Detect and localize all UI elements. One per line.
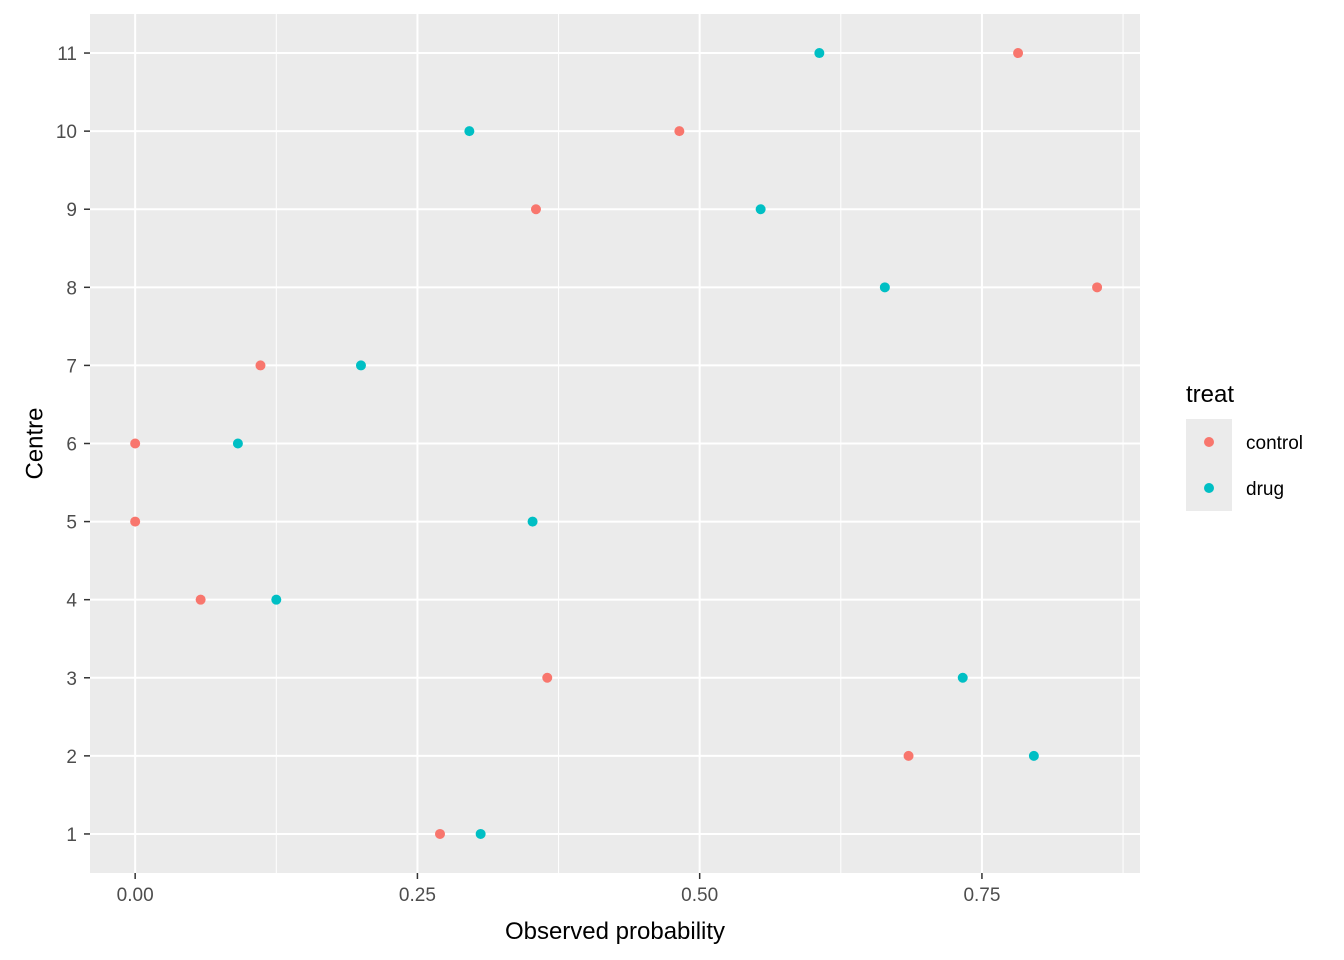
y-axis-title: Centre — [21, 407, 48, 479]
data-point-control — [1013, 48, 1024, 59]
legend-label-control: control — [1246, 433, 1303, 454]
data-point-control — [674, 126, 685, 137]
data-point-control — [542, 672, 553, 683]
data-point-drug — [755, 204, 766, 215]
y-tick-label: 10 — [56, 122, 77, 143]
data-point-drug — [814, 48, 825, 59]
data-point-control — [435, 828, 445, 839]
data-points — [130, 48, 1103, 839]
major-gridlines — [90, 14, 1140, 873]
data-point-drug — [232, 438, 243, 449]
y-tick-label: 5 — [66, 513, 77, 534]
data-point-drug — [1028, 750, 1039, 761]
y-tick-label: 2 — [66, 747, 77, 768]
data-point-drug — [527, 516, 538, 527]
x-axis: 0.00 0.25 0.50 0.75 — [117, 873, 1000, 906]
data-point-control — [130, 438, 141, 449]
x-axis-title: Observed probability — [505, 918, 725, 945]
legend-title: treat — [1186, 381, 1234, 408]
legend: treat control drug — [1186, 381, 1303, 511]
x-tick-label: 0.00 — [117, 885, 154, 906]
data-point-control — [1092, 282, 1103, 293]
data-point-drug — [957, 672, 968, 683]
y-tick-label: 7 — [66, 356, 77, 377]
legend-label-drug: drug — [1246, 479, 1284, 500]
data-point-control — [530, 204, 541, 215]
data-point-control — [130, 516, 141, 527]
data-point-drug — [464, 126, 475, 137]
y-tick-label: 9 — [66, 200, 77, 221]
data-point-drug — [475, 828, 486, 839]
data-point-control — [255, 360, 266, 371]
data-point-drug — [355, 360, 366, 371]
y-axis: 1 2 3 4 5 6 7 8 9 10 11 — [56, 44, 90, 846]
x-tick-label: 0.75 — [963, 885, 1000, 906]
x-tick-label: 0.25 — [399, 885, 436, 906]
y-tick-label: 3 — [66, 669, 77, 690]
legend-marker-drug — [1204, 483, 1214, 493]
data-point-control — [903, 750, 914, 761]
data-point-control — [195, 594, 206, 605]
x-tick-label: 0.50 — [681, 885, 718, 906]
y-tick-label: 6 — [66, 435, 77, 456]
legend-marker-control — [1204, 437, 1214, 447]
legend-items: control drug — [1186, 419, 1303, 511]
y-tick-label: 11 — [57, 44, 77, 65]
y-tick-label: 1 — [66, 825, 77, 846]
data-point-drug — [879, 282, 890, 293]
y-tick-label: 8 — [66, 278, 77, 299]
y-tick-label: 4 — [66, 591, 77, 612]
data-point-drug — [271, 594, 282, 605]
